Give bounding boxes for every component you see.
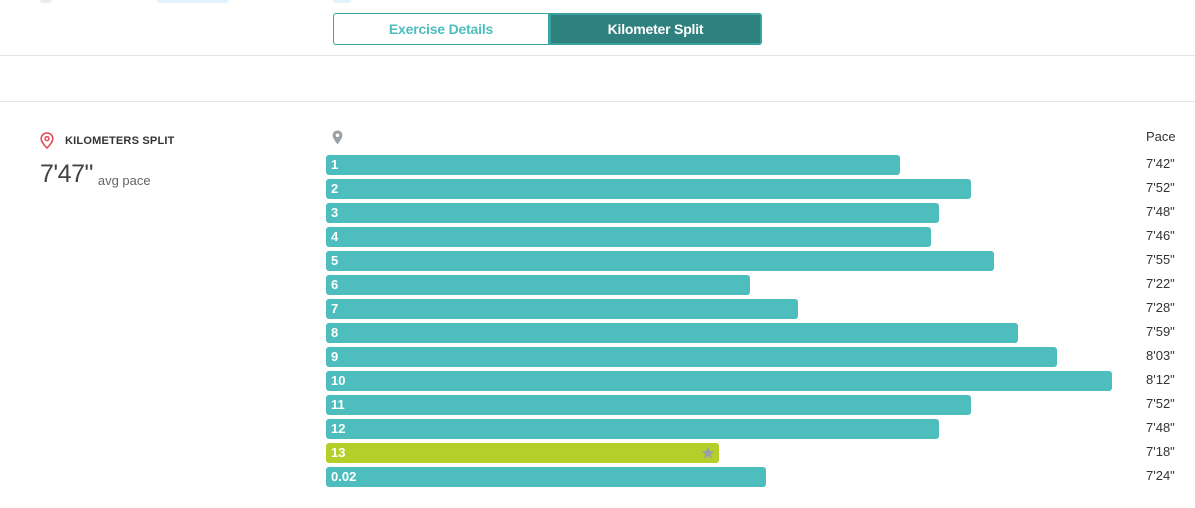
split-km-label: 9 <box>331 349 339 364</box>
split-summary-header: KILOMETERS SPLIT <box>40 132 175 149</box>
split-bar[interactable]: 12 <box>326 419 939 439</box>
split-pace-value: 7'42" <box>1146 156 1175 171</box>
split-row: 6 7'22" <box>326 275 1195 299</box>
split-pace-value: 7'48" <box>1146 420 1175 435</box>
tab-kilometer-split[interactable]: Kilometer Split <box>549 13 762 45</box>
split-km-label: 10 <box>331 373 346 388</box>
split-row: 11 7'52" <box>326 395 1195 419</box>
split-pace-value: 8'03" <box>1146 348 1175 363</box>
top-fragment <box>40 0 52 3</box>
split-row: 2 7'52" <box>326 179 1195 203</box>
split-row: 0.02 7'24" <box>326 467 1195 491</box>
split-row: 9 8'03" <box>326 347 1195 371</box>
split-row: 10 8'12" <box>326 371 1195 395</box>
divider <box>0 101 1195 102</box>
split-km-label: 5 <box>331 253 339 268</box>
tab-exercise-details[interactable]: Exercise Details <box>333 13 549 45</box>
split-row: 13 7'18" <box>326 443 1195 467</box>
split-km-label: 0.02 <box>331 469 357 484</box>
split-pace-value: 7'22" <box>1146 276 1175 291</box>
split-pace-value: 7'48" <box>1146 204 1175 219</box>
view-tabs: Exercise Details Kilometer Split <box>333 13 762 45</box>
top-strip <box>0 0 1195 8</box>
split-bar[interactable]: 4 <box>326 227 931 247</box>
split-pace-value: 7'18" <box>1146 444 1175 459</box>
split-km-label: 13 <box>331 445 346 460</box>
split-row: 1 7'42" <box>326 155 1195 179</box>
split-pace-value: 7'24" <box>1146 468 1175 483</box>
split-km-label: 8 <box>331 325 339 340</box>
location-pin-icon <box>40 132 54 149</box>
divider <box>0 55 1195 56</box>
split-bar[interactable]: 11 <box>326 395 971 415</box>
split-km-label: 4 <box>331 229 339 244</box>
split-bar[interactable]: 0.02 <box>326 467 766 487</box>
split-km-label: 11 <box>331 397 345 412</box>
split-pace-value: 7'46" <box>1146 228 1175 243</box>
distance-column-icon <box>332 130 343 145</box>
split-pace-value: 7'28" <box>1146 300 1175 315</box>
split-row: 3 7'48" <box>326 203 1195 227</box>
split-row: 8 7'59" <box>326 323 1195 347</box>
split-bar[interactable]: 8 <box>326 323 1018 343</box>
split-chart: 1 7'42" 2 7'52" 3 7'48" 4 7'46" 5 7'55" 6 7'22" 7 7'2… <box>326 155 1195 491</box>
split-bar[interactable]: 9 <box>326 347 1057 367</box>
top-fragment <box>157 0 229 3</box>
split-bar[interactable]: 1 <box>326 155 900 175</box>
split-km-label: 2 <box>331 181 339 196</box>
split-pace-value: 7'52" <box>1146 396 1175 411</box>
split-row: 7 7'28" <box>326 299 1195 323</box>
split-bar[interactable]: 10 <box>326 371 1112 391</box>
avg-pace-value: 7'47" <box>40 160 93 188</box>
pace-column-header: Pace <box>1146 129 1176 144</box>
split-pace-value: 7'59" <box>1146 324 1175 339</box>
split-km-label: 1 <box>331 157 339 172</box>
split-km-label: 3 <box>331 205 339 220</box>
avg-pace: 7'47" avg pace <box>40 160 151 189</box>
star-icon <box>701 446 715 459</box>
split-km-label: 12 <box>331 421 346 436</box>
split-bar[interactable]: 3 <box>326 203 939 223</box>
split-row: 4 7'46" <box>326 227 1195 251</box>
split-km-label: 7 <box>331 301 339 316</box>
split-km-label: 6 <box>331 277 339 292</box>
split-pace-value: 7'55" <box>1146 252 1175 267</box>
split-pace-value: 8'12" <box>1146 372 1175 387</box>
split-bar-best[interactable]: 13 <box>326 443 719 463</box>
top-fragment <box>333 0 351 3</box>
avg-pace-label: avg pace <box>97 173 151 188</box>
split-bar[interactable]: 7 <box>326 299 798 319</box>
split-bar[interactable]: 5 <box>326 251 994 271</box>
split-bar[interactable]: 6 <box>326 275 750 295</box>
split-row: 5 7'55" <box>326 251 1195 275</box>
summary-title: KILOMETERS SPLIT <box>65 134 175 147</box>
split-row: 12 7'48" <box>326 419 1195 443</box>
split-pace-value: 7'52" <box>1146 180 1175 195</box>
split-bar[interactable]: 2 <box>326 179 971 199</box>
